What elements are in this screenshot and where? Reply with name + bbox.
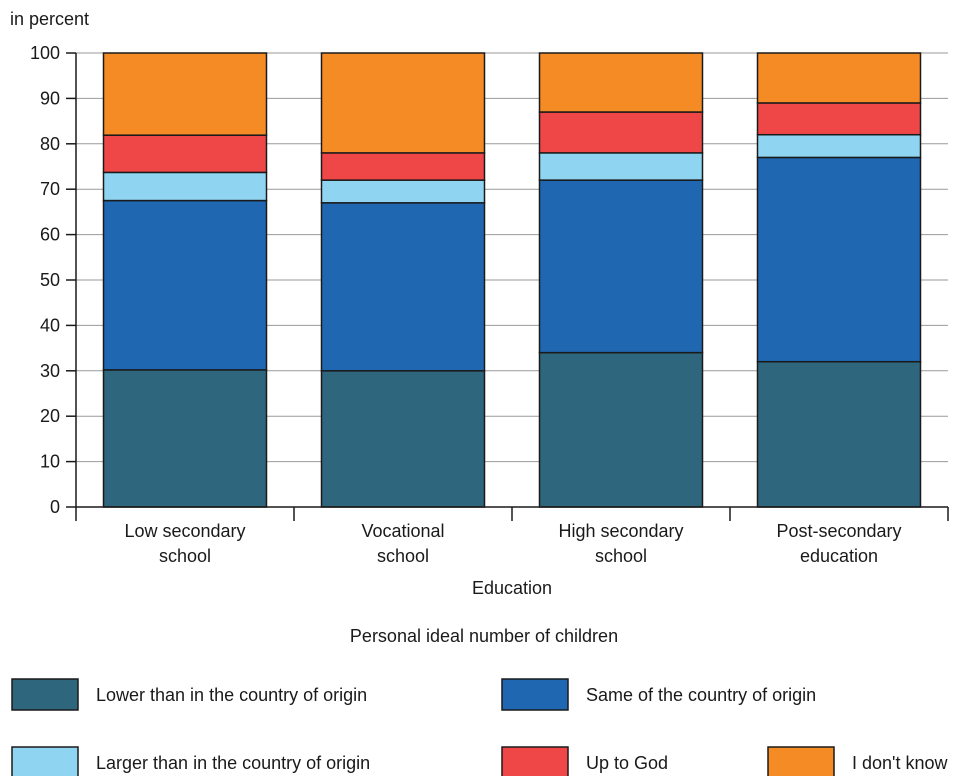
y-tick-label: 90 <box>40 88 60 108</box>
y-axis-label: in percent <box>10 9 89 29</box>
y-tick-label: 10 <box>40 452 60 472</box>
x-category-label: school <box>159 546 211 566</box>
y-tick-label: 100 <box>30 43 60 63</box>
bar-segment <box>538 52 704 113</box>
y-tick-label: 20 <box>40 406 60 426</box>
y-tick-label: 50 <box>40 270 60 290</box>
x-category-label: High secondary <box>558 521 683 541</box>
legend-label: Lower than in the country of origin <box>96 685 367 705</box>
bar-segment <box>102 134 268 174</box>
x-category-label: Low secondary <box>124 521 245 541</box>
bar-segment <box>320 370 486 508</box>
bar-segment <box>538 111 704 154</box>
y-tick-label: 0 <box>50 497 60 517</box>
legend-label: Larger than in the country of origin <box>96 753 370 773</box>
legend-swatch <box>767 746 835 776</box>
y-tick-label: 40 <box>40 315 60 335</box>
y-tick-label: 60 <box>40 225 60 245</box>
legend-swatch <box>11 678 79 711</box>
bar-segment <box>102 52 268 136</box>
bar-segment <box>320 152 486 181</box>
bar-segment <box>756 52 922 104</box>
bar-segment <box>538 179 704 354</box>
y-tick-label: 80 <box>40 134 60 154</box>
bar-segment <box>756 156 922 363</box>
legend-swatch <box>501 678 569 711</box>
y-tick-label: 30 <box>40 361 60 381</box>
bar-segment <box>102 171 268 202</box>
x-category-label: Vocational <box>361 521 444 541</box>
axes: 0 10 20 30 40 50 60 70 80 90 100 Low secondary schoo… <box>30 43 949 566</box>
x-category-label: Post-secondary <box>776 521 901 541</box>
legend-title: Personal ideal number of children <box>350 626 618 646</box>
bar-segment <box>538 152 704 181</box>
legend-label: I don't know <box>852 753 948 773</box>
x-category-label: education <box>800 546 878 566</box>
bar-segment <box>320 202 486 372</box>
legend-label: Up to God <box>586 753 668 773</box>
bar-segment <box>320 52 486 154</box>
bar-segment <box>320 179 486 204</box>
legend-swatch <box>11 746 79 776</box>
legend-label: Same of the country of origin <box>586 685 816 705</box>
bars <box>102 52 922 508</box>
x-category-label: school <box>595 546 647 566</box>
legend-swatch <box>501 746 569 776</box>
bar-segment <box>102 199 268 371</box>
bar-segment <box>756 102 922 136</box>
y-tick-label: 70 <box>40 179 60 199</box>
legend: Lower than in the country of origin Same … <box>11 678 948 776</box>
bar-segment <box>756 133 922 159</box>
x-category-label: school <box>377 546 429 566</box>
bar-segment <box>102 369 268 508</box>
x-axis-title: Education <box>472 578 552 598</box>
bar-segment <box>756 360 922 508</box>
bar-segment <box>538 351 704 508</box>
